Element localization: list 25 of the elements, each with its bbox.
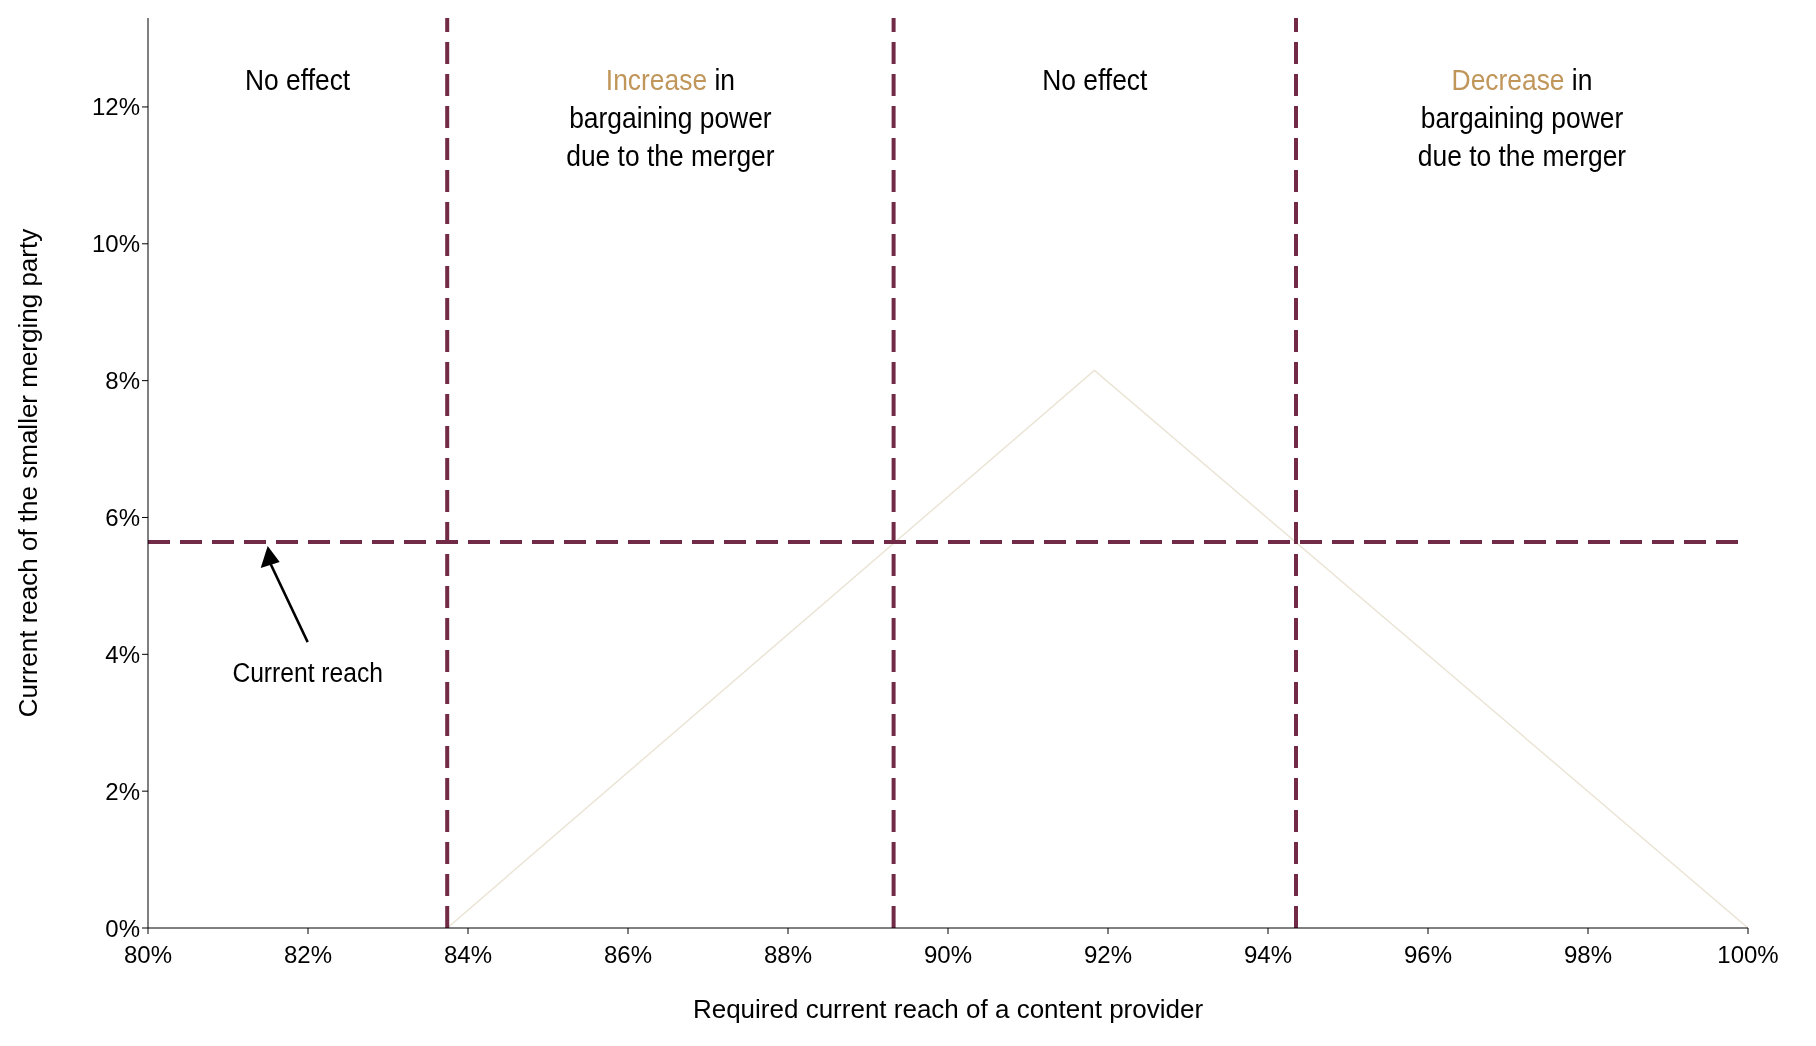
- y-tick-label: 0%: [105, 914, 140, 942]
- y-tick-label: 6%: [105, 503, 140, 531]
- x-tick-label: 92%: [1083, 941, 1133, 969]
- y-tick-label: 12%: [91, 93, 140, 121]
- y-tick-label: 4%: [105, 640, 140, 668]
- annotation: No effect: [1042, 62, 1148, 97]
- annotation: Current reach: [232, 656, 383, 689]
- x-axis-title: Required current reach of a content provider: [692, 994, 1204, 1024]
- x-tick-label: 80%: [123, 941, 173, 969]
- x-tick-label: 90%: [923, 941, 973, 969]
- x-tick-label: 82%: [283, 941, 333, 969]
- annotation: Decrease in bargaining power due to the merger: [1417, 62, 1627, 173]
- y-axis-title: Current reach of the smaller merging party: [13, 228, 44, 718]
- annotation: No effect: [245, 62, 351, 97]
- y-tick-label: 8%: [105, 367, 140, 395]
- x-tick-label: 98%: [1563, 941, 1613, 969]
- x-tick-label: 96%: [1403, 941, 1453, 969]
- y-tick-label: 10%: [91, 230, 140, 258]
- x-tick-label: 86%: [603, 941, 653, 969]
- x-tick-label: 88%: [763, 941, 813, 969]
- x-tick-label: 94%: [1243, 941, 1293, 969]
- x-tick-label: 84%: [443, 941, 493, 969]
- x-tick-label: 100%: [1717, 941, 1779, 969]
- y-tick-label: 2%: [105, 777, 140, 805]
- annotation: Increase in bargaining power due to the merger: [566, 62, 775, 173]
